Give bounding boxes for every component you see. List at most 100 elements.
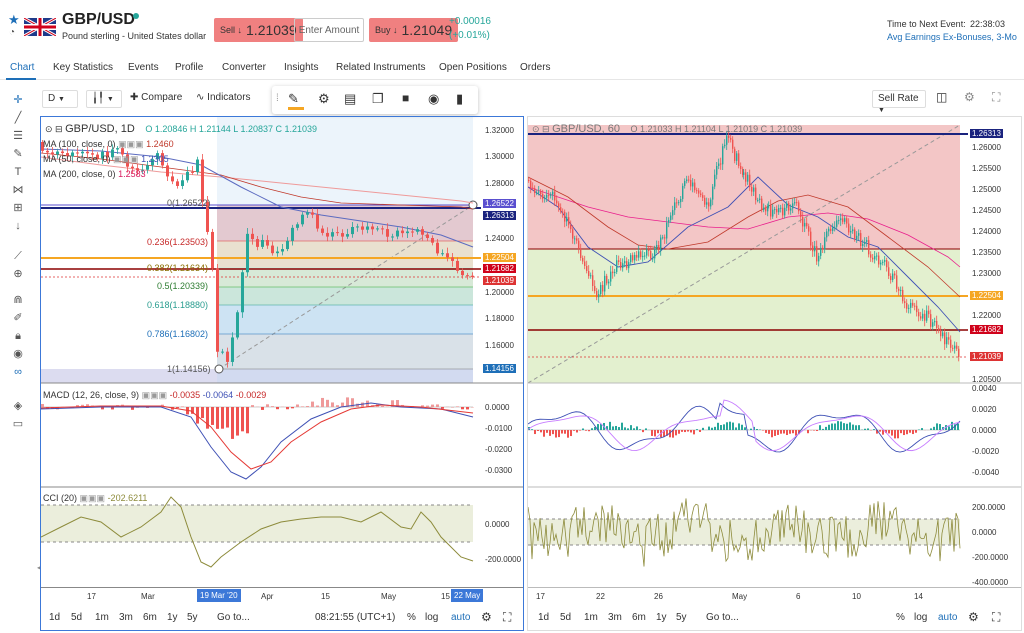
range-3m[interactable]: 3m [608,612,622,623]
percent-scale-toggle[interactable]: % [407,612,416,623]
tab-key-statistics[interactable]: Key Statistics [53,62,114,73]
amount-input[interactable]: Enter Amount [294,18,364,42]
fib-handle-bottom[interactable] [214,364,224,374]
tab-open-positions[interactable]: Open Positions [439,62,507,73]
macd-line [41,402,474,480]
alert-bell-icon[interactable]: ◔ [9,27,16,38]
indicator-controls-icon[interactable]: ▣▣▣ [118,139,144,149]
range-1y[interactable]: 1y [656,612,667,623]
zoom-icon[interactable]: ⊕ [13,268,23,280]
eye-icon[interactable]: ◉ [13,348,23,360]
range-1m[interactable]: 1m [584,612,598,623]
sync-link-icon[interactable]: ∞ [14,366,22,378]
right-y-axis[interactable]: 1.26000 1.25500 1.25000 1.24500 1.24000 … [968,117,1021,384]
range-6m[interactable]: 6m [143,612,157,623]
chart-type-select[interactable]: ╽╿ ▼ [86,90,122,108]
trash-icon[interactable]: ▭ [12,418,24,430]
range-1y[interactable]: 1y [167,612,178,623]
crosshair-icon[interactable]: ✛ [13,94,23,106]
gear-icon[interactable]: ⚙ [481,610,492,624]
clone-icon[interactable]: ❐ [372,91,384,106]
buy-button[interactable]: Buy ↓ 1.21049 [369,18,459,42]
fullscreen-icon[interactable]: ⛶ [992,610,1001,624]
indicator-controls-icon[interactable]: ▣▣▣ [141,390,168,400]
arrow-down-icon[interactable]: ↓ [15,220,21,232]
gear-icon[interactable]: ⚙ [968,610,979,624]
expand-icon[interactable]: ⊙ ⊟ [45,124,63,134]
range-5y[interactable]: 5y [187,612,198,623]
right-chart-svg[interactable] [528,117,1021,630]
lock-icon[interactable]: ■ [402,91,410,105]
candle-body [920,316,922,319]
lock-icon[interactable]: 🔒︎ [15,330,21,342]
range-1d[interactable]: 1d [49,612,61,623]
star-icon[interactable]: ★ [8,12,20,27]
left-chart-svg[interactable] [41,117,523,630]
tab-related-instruments[interactable]: Related Instruments [336,62,426,73]
ohlc-open: O 1.20846 [145,124,188,134]
left-chart-panel[interactable]: ⊙ ⊟ GBP/USD, 1D O 1.20846 H 1.21144 L 1.… [40,116,524,631]
settings-icon[interactable]: ⚙ [964,90,975,104]
tab-events[interactable]: Events [128,62,159,73]
next-event-link[interactable]: Avg Earnings Ex-Bonuses, 3-Mo [887,32,1017,42]
indicator-controls-icon[interactable]: ▣▣▣ [113,154,139,164]
auto-scale-toggle[interactable]: auto [451,612,471,623]
log-scale-toggle[interactable]: log [914,612,928,623]
candle-body [582,257,584,262]
range-6m[interactable]: 6m [632,612,646,623]
indicator-controls-icon[interactable]: ▣▣▣ [79,493,106,503]
right-chart-panel[interactable]: ⊙ ⊟ GBP/USD, 60 O 1.21033 H 1.21104 L 1.… [527,116,1022,631]
fullscreen-icon[interactable]: ⛶ [992,90,1001,104]
trash-icon[interactable]: ▮ [456,91,464,106]
pencil-lock-icon[interactable]: ✐ [13,312,23,324]
left-x-axis[interactable]: 17 Mar 19 Mar '20 Apr 15 May 15 22 May [41,587,523,605]
go-to-button[interactable]: Go to... [706,612,739,623]
collapse-arrow-icon[interactable]: ◂ [36,563,41,572]
sell-rate-select[interactable]: Sell Rate ▼ [872,90,926,114]
drag-handle-icon[interactable]: ⁞ [276,93,279,104]
tab-profile[interactable]: Profile [175,62,204,73]
tab-orders[interactable]: Orders [520,62,551,73]
fullscreen-icon[interactable]: ⛶ [503,610,512,624]
eye-icon[interactable]: ◉ [428,91,440,106]
layout-icon[interactable]: ◫ [936,90,948,104]
candle-body [892,273,894,280]
range-5y[interactable]: 5y [676,612,687,623]
compare-button[interactable]: ✚ Compare [130,92,182,103]
left-y-axis[interactable]: 1.32000 1.30000 1.28000 1.24000 1.20000 … [481,117,523,383]
pattern-icon[interactable]: ⋈ [12,184,24,196]
line-color-swatch[interactable] [288,107,304,110]
indicators-button[interactable]: ∿ Indicators [196,92,251,103]
fib-retracement-icon[interactable]: ⊞ [13,202,23,214]
go-to-button[interactable]: Go to... [217,612,250,623]
magnet-icon[interactable]: ⋒ [13,294,23,306]
trend-line-icon[interactable]: ╱ [14,112,22,124]
histogram-bar [381,405,384,407]
auto-scale-toggle[interactable]: auto [938,612,958,623]
candle-body [658,245,660,251]
histogram-bar [939,424,941,430]
cci-band [41,505,473,542]
right-x-axis[interactable]: 17 22 26 May 6 10 14 [528,587,1021,605]
layers-icon[interactable]: ◈ [13,400,23,412]
percent-scale-toggle[interactable]: % [896,612,905,623]
brush-icon[interactable]: ✎ [13,148,23,160]
expand-icon[interactable]: ⊙ ⊟ [532,124,550,134]
range-1m[interactable]: 1m [95,612,109,623]
sell-button[interactable]: Sell ↓ 1.21039 [214,18,303,42]
range-5d[interactable]: 5d [560,612,572,623]
interval-select[interactable]: D ▼ [42,90,78,108]
tab-converter[interactable]: Converter [222,62,266,73]
pencil-color-icon[interactable]: ✎ [288,91,299,106]
gear-icon[interactable]: ⚙ [318,91,330,106]
tab-chart[interactable]: Chart [10,62,35,73]
log-scale-toggle[interactable]: log [425,612,439,623]
range-3m[interactable]: 3m [119,612,133,623]
range-5d[interactable]: 5d [71,612,83,623]
tab-insights[interactable]: Insights [284,62,319,73]
ruler-icon[interactable]: ⟋ [14,250,22,262]
horizontal-lines-icon[interactable]: ☰ [13,130,23,142]
template-icon[interactable]: ▤ [344,91,357,106]
text-icon[interactable]: T [14,166,22,178]
range-1d[interactable]: 1d [538,612,550,623]
